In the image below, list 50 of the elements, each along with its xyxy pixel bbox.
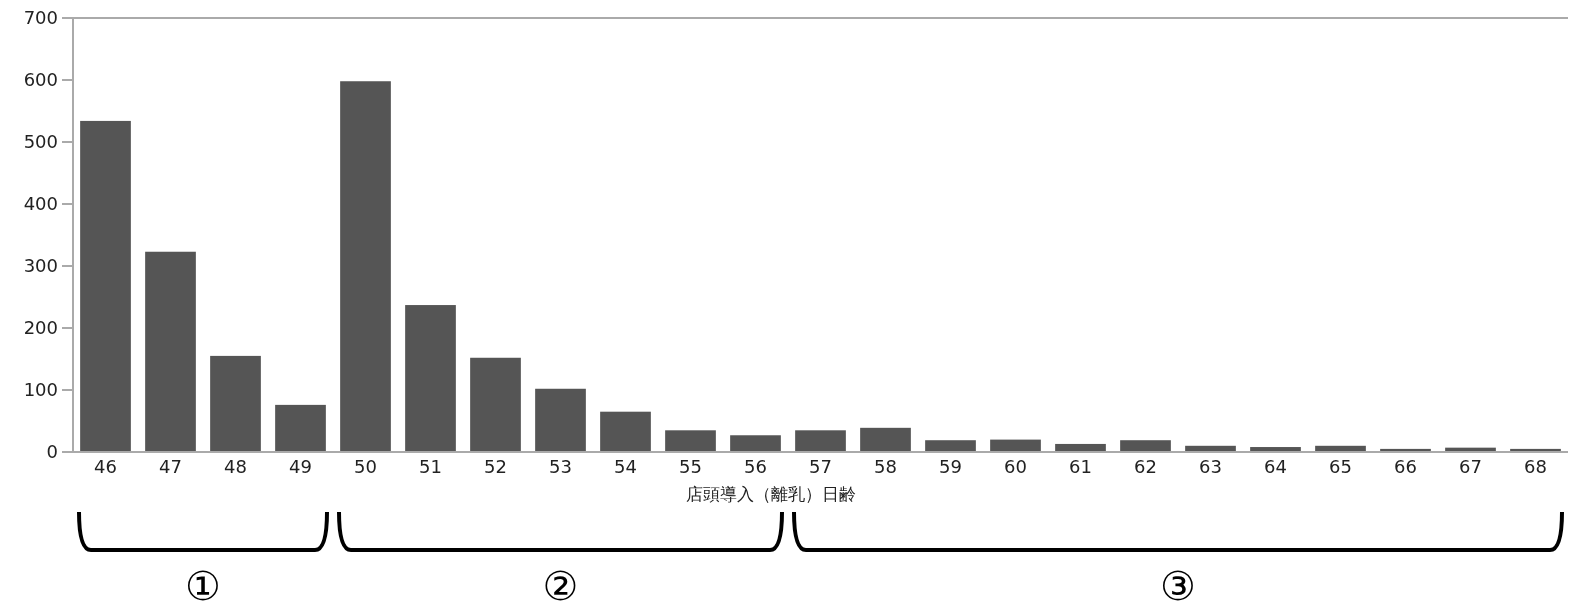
x-tick-label: 49 — [289, 456, 312, 477]
x-tick-label: 57 — [809, 456, 832, 477]
y-tick-label: 300 — [23, 255, 58, 276]
y-tick-label: 600 — [23, 69, 58, 90]
y-tick-label: 700 — [23, 7, 58, 28]
y-tick-label: 200 — [23, 317, 58, 338]
x-tick-label: 63 — [1199, 456, 1222, 477]
x-tick-label: 47 — [159, 456, 182, 477]
bar — [535, 388, 586, 452]
bar — [1120, 440, 1171, 452]
bar — [600, 411, 651, 452]
bar — [795, 430, 846, 452]
x-tick-label: 51 — [419, 456, 442, 477]
x-tick-label: 62 — [1134, 456, 1157, 477]
text: ② — [542, 563, 579, 609]
x-tick-label: 65 — [1329, 456, 1352, 477]
x-tick-label: 56 — [744, 456, 767, 477]
x-tick-label: 55 — [679, 456, 702, 477]
text: ① — [185, 563, 221, 609]
x-tick-label: 54 — [614, 456, 637, 477]
x-tick-label: 68 — [1524, 456, 1547, 477]
bar — [470, 357, 521, 452]
x-tick-label: 60 — [1004, 456, 1027, 477]
bar — [860, 427, 911, 452]
bar — [405, 305, 456, 452]
y-tick-label: 500 — [23, 131, 58, 152]
bar — [80, 120, 131, 452]
x-tick-label: 67 — [1459, 456, 1482, 477]
bar — [275, 404, 326, 452]
y-tick-label: 0 — [46, 441, 58, 462]
bar — [665, 430, 716, 452]
x-tick-label: 66 — [1394, 456, 1417, 477]
x-tick-label: 58 — [874, 456, 897, 477]
text: ③ — [1160, 563, 1196, 609]
bar — [145, 251, 196, 452]
y-tick-label: 100 — [23, 379, 58, 400]
bar — [210, 355, 261, 452]
x-tick-label: 48 — [224, 456, 247, 477]
x-tick-label: 46 — [94, 456, 117, 477]
bar — [925, 440, 976, 452]
x-tick-label: 52 — [484, 456, 507, 477]
bar — [340, 81, 391, 452]
x-axis-title: 店頭導入（離乳）日齢 — [685, 484, 856, 504]
x-tick-label: 53 — [549, 456, 572, 477]
x-tick-label: 61 — [1069, 456, 1092, 477]
y-tick-label: 400 — [23, 193, 58, 214]
x-tick-label: 59 — [939, 456, 962, 477]
bar — [730, 435, 781, 452]
x-tick-label: 50 — [354, 456, 377, 477]
x-tick-label: 64 — [1264, 456, 1287, 477]
